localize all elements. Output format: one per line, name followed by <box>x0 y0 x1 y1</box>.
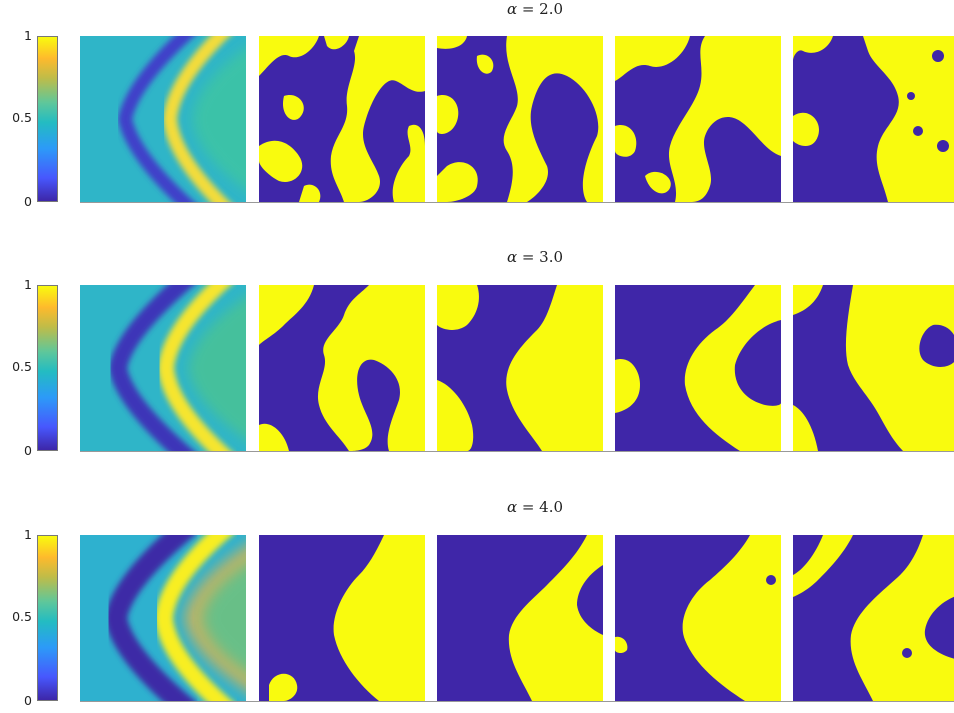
sample-panel <box>615 535 781 701</box>
alpha-symbol: α <box>506 498 518 516</box>
alpha-value: = 2.0 <box>517 0 564 18</box>
sample-panel <box>437 535 603 701</box>
row-title: α = 2.0 <box>0 0 954 18</box>
tick-1: 1 <box>24 527 32 542</box>
sample-panel <box>615 285 781 451</box>
row-title: α = 3.0 <box>0 248 954 266</box>
tick-0-5: 0.5 <box>12 609 32 624</box>
sample-panel <box>793 36 954 202</box>
row-alpha-3: α = 3.0 1 0.5 0 <box>0 248 954 458</box>
sample-panel <box>437 36 603 202</box>
sample-panel <box>259 285 425 451</box>
panel-baseline <box>80 451 954 452</box>
row-alpha-4: α = 4.0 1 0.5 0 <box>0 498 954 708</box>
tick-0: 0 <box>24 693 32 708</box>
colorbar <box>37 535 58 701</box>
alpha-value: = 4.0 <box>517 498 564 516</box>
alpha-value: = 3.0 <box>517 248 564 266</box>
colorbar <box>37 285 58 451</box>
sample-panel <box>793 285 954 451</box>
sample-panel <box>259 36 425 202</box>
panel-baseline <box>80 701 954 702</box>
mean-field-panel <box>80 36 246 202</box>
tick-0: 0 <box>24 443 32 458</box>
tick-0: 0 <box>24 194 32 209</box>
sample-panel <box>793 535 954 701</box>
mean-field-panel <box>80 285 246 451</box>
sample-panel <box>615 36 781 202</box>
sample-panel <box>437 285 603 451</box>
tick-0-5: 0.5 <box>12 110 32 125</box>
row-alpha-2: α = 2.0 1 0.5 0 <box>0 0 954 210</box>
alpha-symbol: α <box>506 248 518 266</box>
tick-0-5: 0.5 <box>12 359 32 374</box>
panel-baseline <box>80 202 954 203</box>
sample-panel <box>259 535 425 701</box>
tick-1: 1 <box>24 28 32 43</box>
alpha-symbol: α <box>506 0 518 18</box>
mean-field-panel <box>80 535 246 701</box>
row-title: α = 4.0 <box>0 498 954 516</box>
tick-1: 1 <box>24 277 32 292</box>
colorbar <box>37 36 58 202</box>
